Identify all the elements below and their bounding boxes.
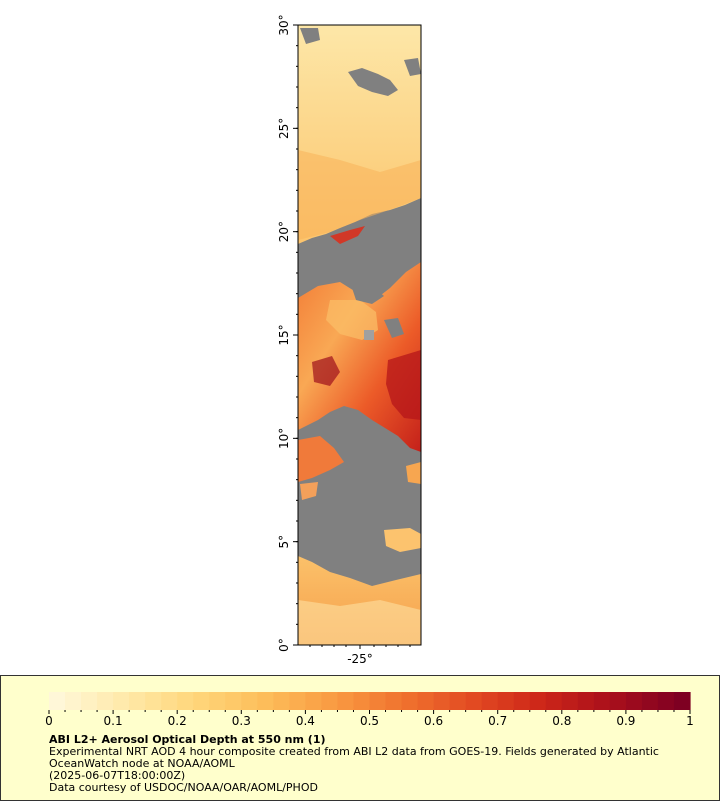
colorbar-cell [209, 692, 226, 710]
colorbar-cell [241, 692, 258, 710]
colorbar-cell [609, 692, 627, 710]
colorbar-cell [289, 692, 306, 710]
colorbar-cell [449, 692, 467, 710]
colorbar-cell [465, 692, 483, 710]
lat-tick-label: 5° [277, 535, 291, 549]
colorbar-cell [161, 692, 178, 710]
legend-timestamp: (2025-06-07T18:00:00Z) [49, 769, 186, 782]
colorbar-tick-label: 0.7 [488, 714, 507, 728]
legend-credit: Data courtesy of USDOC/NOAA/OAR/AOML/PHO… [49, 781, 318, 794]
land-patch [364, 330, 374, 340]
colorbar-tick-label: 0.9 [616, 714, 635, 728]
colorbar-cells [49, 692, 691, 710]
aod-central-dense [386, 350, 421, 420]
colorbar-cell [513, 692, 531, 710]
legend-panel: 0 0.1 0.2 0.3 0.4 0.5 0.6 0.7 0.8 0.9 1 ABI L2+ Ae… [0, 675, 720, 801]
colorbar-tick-label: 0 [45, 714, 53, 728]
aod-south-light [298, 600, 421, 645]
colorbar-cell [321, 692, 339, 710]
colorbar-cell [65, 692, 82, 710]
lat-tick-label: 25° [277, 118, 291, 139]
colorbar-cell [417, 692, 435, 710]
aod-north-hotspot [330, 226, 365, 244]
colorbar-cell [337, 692, 355, 710]
colorbar-tick-label: 0.4 [296, 714, 315, 728]
aod-patch [300, 482, 318, 500]
map-area: 0° 5° 10° 15° 20° 25° 30° -25° [277, 14, 422, 666]
colorbar-cell [593, 692, 611, 710]
colorbar-cell [641, 692, 659, 710]
colorbar-cell [177, 692, 194, 710]
colorbar-cell [113, 692, 130, 710]
colorbar-tick-label: 0.1 [104, 714, 123, 728]
colorbar-tick-label: 1 [686, 714, 694, 728]
colorbar-cell [81, 692, 98, 710]
colorbar-cell [401, 692, 419, 710]
colorbar-cell [145, 692, 162, 710]
colorbar-cell [673, 692, 691, 710]
colorbar-cell [545, 692, 563, 710]
no-data-gap [404, 58, 421, 76]
aod-central-dense [312, 356, 340, 386]
aod-patch [406, 462, 421, 484]
colorbar-tick-label: 0.5 [360, 714, 379, 728]
aod-patch [384, 528, 421, 552]
colorbar-tick-label: 0.2 [168, 714, 187, 728]
aod-north-plume [298, 150, 421, 240]
lat-tick-label: 0° [277, 638, 291, 652]
colorbar-cell [273, 692, 290, 710]
colorbar-tick-label: 0.8 [552, 714, 571, 728]
no-data-gap [352, 284, 384, 304]
no-data-gap [384, 318, 404, 338]
aod-patch [298, 436, 344, 482]
colorbar-cell [433, 692, 451, 710]
colorbar-cell [529, 692, 547, 710]
colorbar-cell [257, 692, 274, 710]
lat-tick-label: 30° [277, 14, 291, 35]
longitude-axis: -25° [309, 645, 411, 666]
colorbar-tick-label: 0.6 [424, 714, 443, 728]
lat-tick-label: 15° [277, 324, 291, 345]
no-data-gap [300, 28, 320, 44]
no-data-gap [348, 68, 398, 96]
colorbar-cell [225, 692, 242, 710]
lat-tick-label: 10° [277, 428, 291, 449]
colorbar-cell [193, 692, 210, 710]
colorbar-cell [49, 692, 66, 710]
colorbar-cell [577, 692, 595, 710]
colorbar-ticks: 0 0.1 0.2 0.3 0.4 0.5 0.6 0.7 0.8 0.9 1 [45, 710, 694, 728]
colorbar-cell [561, 692, 579, 710]
latitude-axis: 0° 5° 10° 15° 20° 25° 30° [277, 14, 298, 652]
colorbar-cell [369, 692, 387, 710]
colorbar-cell [353, 692, 371, 710]
legend-description: Experimental NRT AOD 4 hour composite cr… [49, 745, 659, 770]
map-field [298, 25, 421, 645]
colorbar: 0 0.1 0.2 0.3 0.4 0.5 0.6 0.7 0.8 0.9 1 [45, 692, 694, 728]
colorbar-cell [481, 692, 499, 710]
colorbar-cell [657, 692, 675, 710]
lat-tick-label: 20° [277, 221, 291, 242]
colorbar-cell [305, 692, 323, 710]
colorbar-cell [497, 692, 515, 710]
colorbar-cell [625, 692, 643, 710]
colorbar-tick-label: 0.3 [232, 714, 251, 728]
colorbar-cell [97, 692, 114, 710]
legend-title: ABI L2+ Aerosol Optical Depth at 550 nm … [49, 733, 326, 746]
colorbar-cell [385, 692, 403, 710]
aod-map: 0° 5° 10° 15° 20° 25° 30° -25° [277, 14, 422, 666]
lon-tick-label: -25° [347, 652, 373, 666]
colorbar-cell [129, 692, 146, 710]
